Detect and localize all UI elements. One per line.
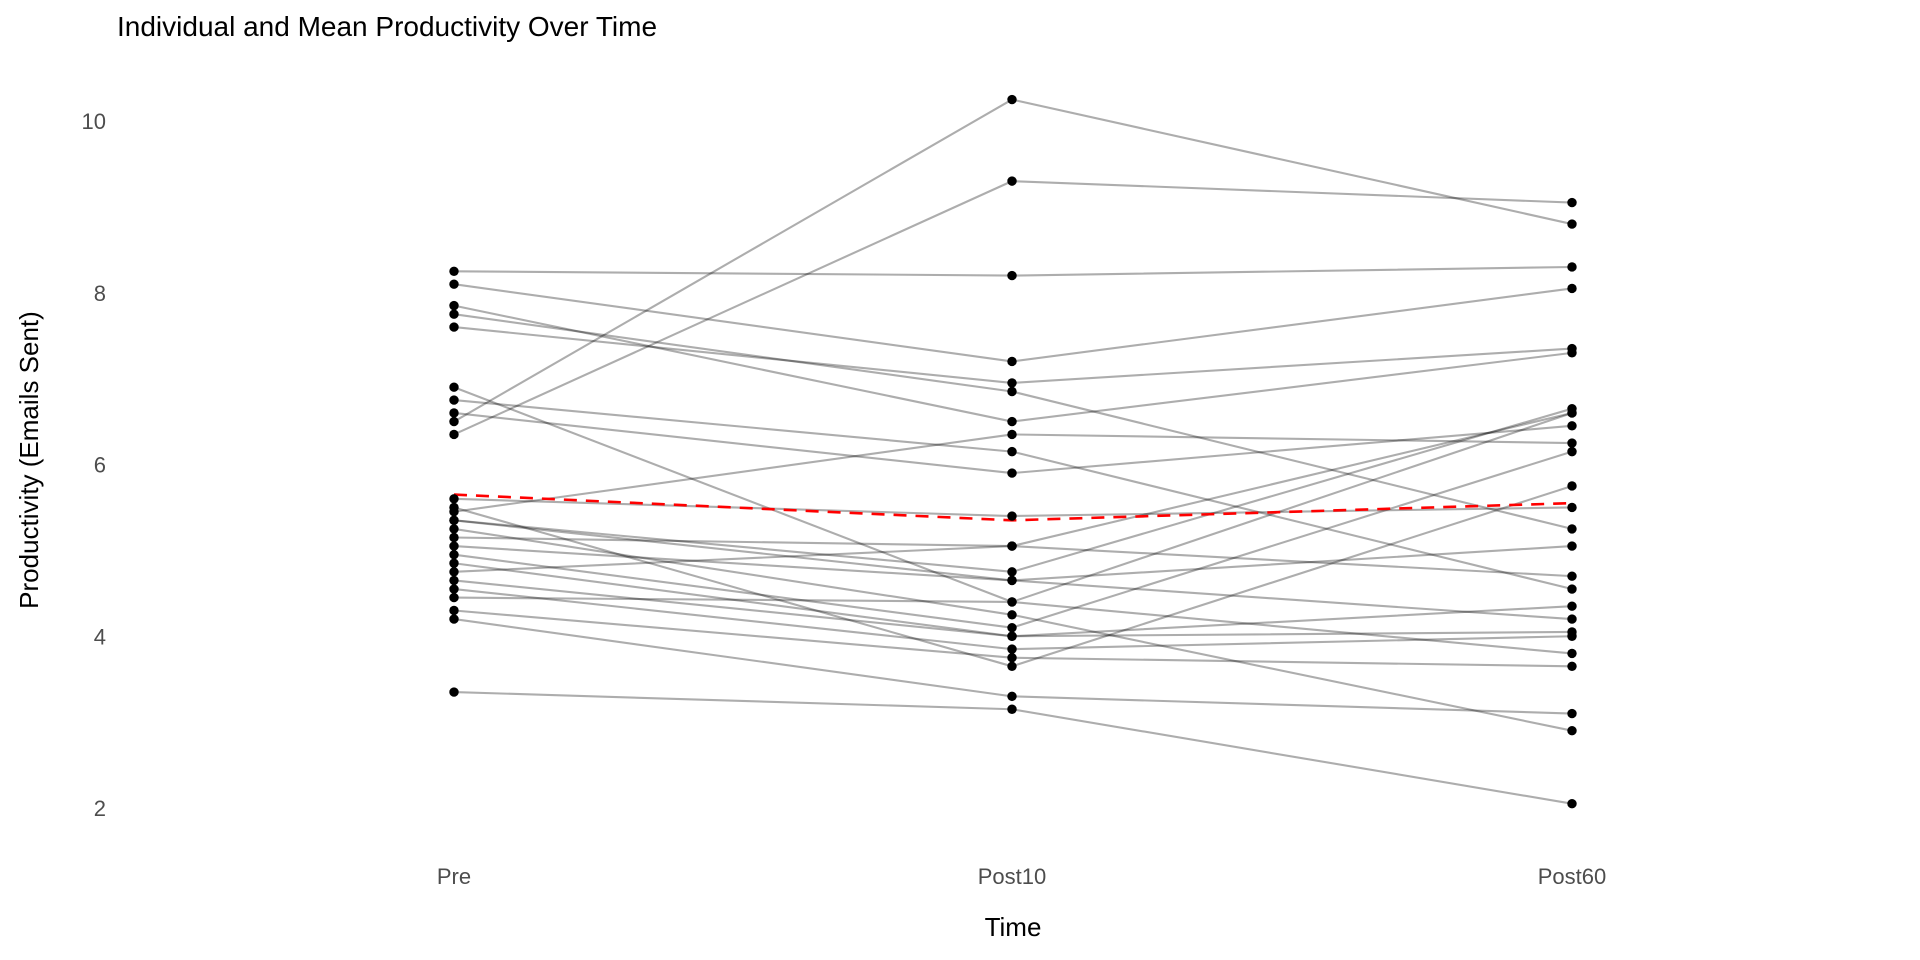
data-point: [1007, 429, 1017, 440]
y-tick-label: 2: [94, 796, 106, 821]
data-point: [1007, 446, 1017, 457]
data-point: [449, 584, 459, 594]
data-point: [449, 429, 459, 440]
data-point: [449, 567, 459, 577]
y-axis-tick-labels: 10 8 6 4 2: [82, 109, 106, 821]
data-point: [1007, 704, 1017, 714]
data-point: [449, 408, 459, 418]
trajectory-line: [452, 326, 1574, 384]
data-point: [1007, 468, 1017, 478]
data-point: [1007, 511, 1017, 521]
data-point: [1567, 661, 1577, 672]
data-point: [449, 279, 459, 289]
data-point: [1007, 691, 1017, 702]
x-tick-label: Pre: [437, 864, 471, 889]
data-points: [449, 94, 1577, 809]
data-point: [449, 395, 459, 405]
data-point: [449, 524, 459, 534]
data-point: [1567, 601, 1577, 611]
data-point: [1567, 438, 1577, 448]
data-point: [449, 687, 459, 697]
x-tick-label: Post10: [978, 864, 1047, 889]
data-point: [1567, 584, 1577, 594]
data-point: [449, 416, 459, 427]
data-point: [1007, 567, 1017, 577]
data-point: [1567, 262, 1577, 272]
data-point: [1007, 610, 1017, 620]
trajectory-line: [452, 399, 1574, 591]
data-point: [449, 300, 459, 311]
data-point: [449, 266, 459, 276]
data-point: [449, 494, 459, 504]
data-point: [1567, 219, 1577, 229]
data-point: [449, 575, 459, 586]
y-axis-title: Productivity (Emails Sent): [14, 311, 44, 609]
data-point: [1007, 644, 1017, 654]
data-point: [1567, 524, 1577, 534]
trajectory-line: [452, 283, 1574, 363]
data-point: [1567, 502, 1577, 513]
x-axis-tick-labels: Pre Post10 Post60: [437, 864, 1606, 889]
data-point: [449, 382, 459, 392]
data-point: [1567, 631, 1577, 641]
data-point: [1567, 481, 1577, 491]
data-point: [449, 614, 459, 624]
data-point: [1567, 283, 1577, 294]
data-point: [449, 515, 459, 526]
y-tick-label: 8: [94, 281, 106, 306]
y-tick-label: 6: [94, 453, 106, 478]
data-point: [449, 549, 459, 560]
data-point: [1007, 541, 1017, 551]
data-point: [1567, 614, 1577, 624]
data-point: [1567, 343, 1577, 354]
data-point: [449, 558, 459, 568]
data-point: [1567, 799, 1577, 809]
data-point: [1007, 631, 1017, 641]
data-point: [1007, 575, 1017, 586]
data-point: [1007, 356, 1017, 367]
data-point: [449, 605, 459, 616]
data-point: [1567, 408, 1577, 418]
data-point: [1007, 661, 1017, 672]
data-point: [1567, 421, 1577, 431]
data-point: [1007, 622, 1017, 633]
data-point: [449, 507, 459, 517]
data-point: [1567, 446, 1577, 457]
data-point: [449, 541, 459, 551]
data-point: [449, 322, 459, 332]
chart-title: Individual and Mean Productivity Over Ti…: [117, 11, 657, 42]
x-tick-label: Post60: [1538, 864, 1607, 889]
data-point: [1007, 653, 1017, 663]
data-point: [1007, 176, 1017, 186]
data-point: [449, 532, 459, 543]
data-point: [1567, 541, 1577, 551]
data-point: [1007, 386, 1017, 397]
data-point: [1567, 708, 1577, 719]
data-point: [1567, 197, 1577, 208]
data-point: [449, 592, 459, 603]
data-point: [449, 309, 459, 319]
data-point: [1567, 571, 1577, 581]
data-point: [1567, 648, 1577, 659]
data-point: [1007, 378, 1017, 388]
x-axis-title: Time: [985, 912, 1042, 942]
data-point: [1007, 94, 1017, 105]
y-tick-label: 10: [82, 109, 106, 134]
y-tick-label: 4: [94, 624, 106, 649]
data-point: [1007, 416, 1017, 427]
data-point: [1567, 726, 1577, 736]
data-point: [1007, 597, 1017, 607]
data-point: [1007, 270, 1017, 281]
